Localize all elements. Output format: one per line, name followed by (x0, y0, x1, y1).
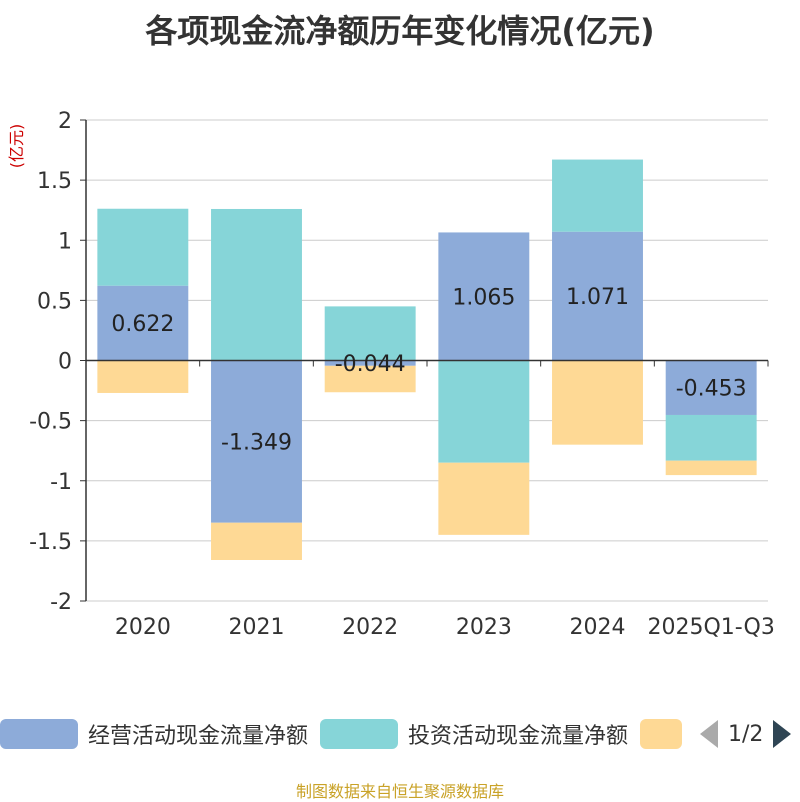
bar-series-3 (552, 360, 643, 445)
bar-series-2 (324, 306, 416, 361)
bar-series-1 (665, 360, 757, 415)
legend-item-investing[interactable]: 投资活动现金流量净额 (320, 716, 628, 752)
y-tick-label: 1 (58, 229, 72, 254)
legend-pager: 1/2 (700, 716, 792, 752)
data-label: -0.453 (676, 377, 747, 402)
data-label: 1.065 (452, 285, 515, 310)
next-page-icon[interactable] (773, 720, 792, 748)
legend-page-indicator: 1/2 (728, 721, 764, 747)
data-label: 0.622 (111, 312, 174, 337)
y-tick-label: 0.5 (37, 289, 72, 314)
x-tick-label: 2020 (115, 615, 171, 640)
y-tick-label: -0.5 (29, 410, 72, 435)
x-tick-label: 2024 (570, 615, 626, 640)
data-label: -0.044 (335, 352, 406, 377)
prev-page-icon[interactable] (700, 720, 718, 748)
legend-label-investing: 投资活动现金流量净额 (408, 724, 629, 749)
x-tick-label: 2025Q1-Q3 (647, 615, 774, 640)
bar-series-3 (665, 460, 757, 476)
legend-swatch-financing (640, 719, 682, 749)
legend-item-operating[interactable]: 经营活动现金流量净额 (0, 716, 308, 752)
bar-series-2 (552, 159, 643, 232)
bar-series-1 (552, 231, 643, 361)
bar-series-3 (211, 522, 302, 560)
legend-swatch-investing (320, 719, 398, 749)
y-tick-label: 2 (58, 109, 72, 134)
bar-series-2 (438, 360, 530, 463)
bar-series-2 (665, 414, 757, 461)
bar-series-1 (438, 232, 530, 361)
y-tick-label: -1.5 (29, 530, 72, 555)
chart-plot: 2 1.5 1 0.5 0 -0.5 -1 -1.5 -2 (亿元) 0.622 -1.349 -0.0… (7, 109, 775, 640)
legend-label-operating: 经营活动现金流量净额 (88, 724, 309, 749)
x-tick-label: 2022 (342, 615, 398, 640)
legend-item-financing[interactable] (640, 716, 682, 752)
chart-title: 各项现金流净额历年变化情况(亿元) (145, 12, 655, 50)
y-axis-label: (亿元) (7, 124, 26, 169)
y-tick-label: 1.5 (37, 169, 72, 194)
bar-series-1 (324, 360, 416, 366)
x-tick-label: 2021 (229, 615, 285, 640)
y-tick-label: -2 (50, 590, 72, 615)
bar-series-2 (211, 208, 302, 361)
data-label: -1.349 (221, 431, 292, 456)
data-label: 1.071 (566, 285, 629, 310)
bar-series-3 (438, 462, 530, 535)
x-tick-label: 2023 (456, 615, 512, 640)
bar-series-3 (324, 365, 416, 393)
bar-series-1 (97, 285, 189, 361)
bar-series-2 (97, 208, 189, 286)
bar-series-3 (97, 360, 189, 393)
y-tick-label: 0 (58, 350, 72, 375)
y-tick-label: -1 (50, 470, 72, 495)
chart-legend: 经营活动现金流量净额 投资活动现金流量净额 1/2 (0, 716, 800, 752)
bar-series-1 (211, 360, 302, 523)
legend-swatch-operating (0, 719, 78, 749)
data-source-footer: 制图数据来自恒生聚源数据库 (295, 782, 504, 801)
